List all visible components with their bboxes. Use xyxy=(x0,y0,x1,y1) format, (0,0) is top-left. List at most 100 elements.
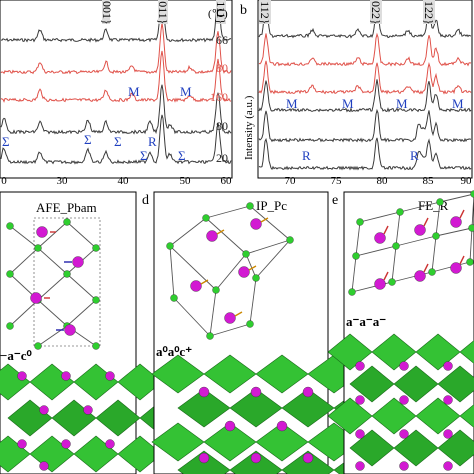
marker-sigma-2: Σ xyxy=(84,132,92,147)
a-site-atom xyxy=(399,461,409,471)
o-atom xyxy=(92,296,100,304)
octahedron xyxy=(349,429,395,467)
cell-edge xyxy=(395,211,401,247)
displacement-arrow xyxy=(216,229,225,235)
cell-edge xyxy=(37,273,68,301)
cell-edge xyxy=(37,299,68,327)
tilt-notation: a⁻a⁻a⁻ xyxy=(346,314,386,329)
marker-R-1: R xyxy=(302,148,311,163)
structure-title: IP_Pc xyxy=(256,198,287,213)
a-site-atom xyxy=(443,395,453,405)
xrd-trace xyxy=(258,137,472,171)
ip-cell-diagram xyxy=(166,202,294,340)
a-site-atom xyxy=(17,439,27,449)
x-tick-label: 85 xyxy=(423,175,435,187)
o-atom xyxy=(6,322,14,330)
a-site-atom xyxy=(198,386,210,398)
temp-label-66: 66 xyxy=(216,33,228,47)
a-site-atom xyxy=(250,386,262,398)
octahedron xyxy=(255,354,309,394)
a-site-atom xyxy=(355,361,365,371)
a-site-atom xyxy=(39,405,49,415)
structure-title: FE_R xyxy=(418,198,449,213)
peak-band-001 xyxy=(102,0,110,24)
temperature-unit: (℃) xyxy=(208,8,228,20)
marker-M-1: M xyxy=(286,96,298,111)
x-tick-label: 30 xyxy=(57,175,69,187)
panel-e-frame xyxy=(343,191,474,474)
marker-R: R xyxy=(148,134,157,149)
cell-edge xyxy=(255,239,291,279)
temp-label-80: 80 xyxy=(216,119,228,133)
y-axis-label: Intensity (a.u.) xyxy=(243,95,255,160)
panel-b-xaxis: 70 75 80 85 90 xyxy=(285,175,473,187)
octahedron xyxy=(95,399,141,437)
displacement-arrow xyxy=(200,279,209,285)
o-atom xyxy=(166,242,174,250)
a-site-atom xyxy=(355,461,365,471)
a-site-atom xyxy=(72,256,84,268)
marker-M-2: M xyxy=(342,96,354,111)
a-site-atom xyxy=(302,386,314,398)
a-site-atom xyxy=(17,371,27,381)
peak-label-122: {122} xyxy=(422,0,436,25)
cell-edge xyxy=(435,227,473,237)
o-atom xyxy=(212,286,220,294)
a-site-atom xyxy=(414,224,426,236)
a-site-atom xyxy=(61,439,71,449)
o-atom xyxy=(348,288,356,296)
o-atom xyxy=(432,232,440,240)
cell-edge xyxy=(249,205,291,241)
peak-band-122 xyxy=(423,0,435,24)
octahedron xyxy=(393,429,439,467)
a-site-atom xyxy=(198,452,210,464)
cell-edge xyxy=(439,193,474,203)
cell-edge xyxy=(469,227,473,263)
panel-a-frame xyxy=(0,0,233,179)
octahedron xyxy=(151,422,205,462)
displacement-arrow xyxy=(260,217,269,223)
a-site-atom xyxy=(399,429,409,439)
a-site-atom xyxy=(443,361,453,371)
octahedron xyxy=(393,365,439,403)
o-atom xyxy=(392,242,400,250)
cell-edge xyxy=(391,271,433,283)
x-tick-label: 80 xyxy=(377,175,389,187)
a-site-atom xyxy=(224,420,236,432)
xrd-trace xyxy=(258,108,472,143)
a-site-atom xyxy=(250,218,262,230)
a-site-atom xyxy=(83,405,93,415)
tilt-notation: a⁰a⁰c⁺ xyxy=(156,344,192,359)
o-atom xyxy=(92,342,100,350)
panel-a-xaxis: 0 30 40 50 60 xyxy=(1,175,232,187)
octahedron xyxy=(327,333,373,371)
panel-e: e FE_R a⁻a⁻a⁻ xyxy=(327,190,474,474)
octahedron xyxy=(151,354,205,394)
cell-edge xyxy=(37,221,68,249)
marker-M-4: M xyxy=(452,96,464,111)
cell-edge xyxy=(9,225,39,249)
a-site-atom xyxy=(61,371,71,381)
cell-edge xyxy=(169,217,207,247)
cell-edge xyxy=(9,299,39,327)
o-atom xyxy=(6,270,14,278)
tilt-notation: −a⁻c⁰ xyxy=(0,348,33,363)
marker-M-1: M xyxy=(128,84,140,99)
o-atom xyxy=(286,236,294,244)
cell-edge xyxy=(245,239,291,255)
o-atom xyxy=(246,202,254,210)
peak-label-111: {111} xyxy=(214,0,228,24)
panel-b-peak-bands xyxy=(259,0,435,24)
structure-title: AFE_Pbam xyxy=(36,200,97,215)
peak-label-022: {022} xyxy=(369,0,383,25)
panel-letter-d: d xyxy=(142,193,149,208)
xrd-trace xyxy=(0,0,232,43)
o-atom xyxy=(206,332,214,340)
displacement-arrow xyxy=(383,271,389,281)
octahedron xyxy=(437,429,474,467)
panel-letter-e: e xyxy=(332,193,338,208)
marker-sigma-4: Σ xyxy=(140,148,148,163)
fe-cell-diagram xyxy=(348,190,474,296)
x-tick-label: 60 xyxy=(221,175,233,187)
xrd-trace xyxy=(258,32,472,67)
